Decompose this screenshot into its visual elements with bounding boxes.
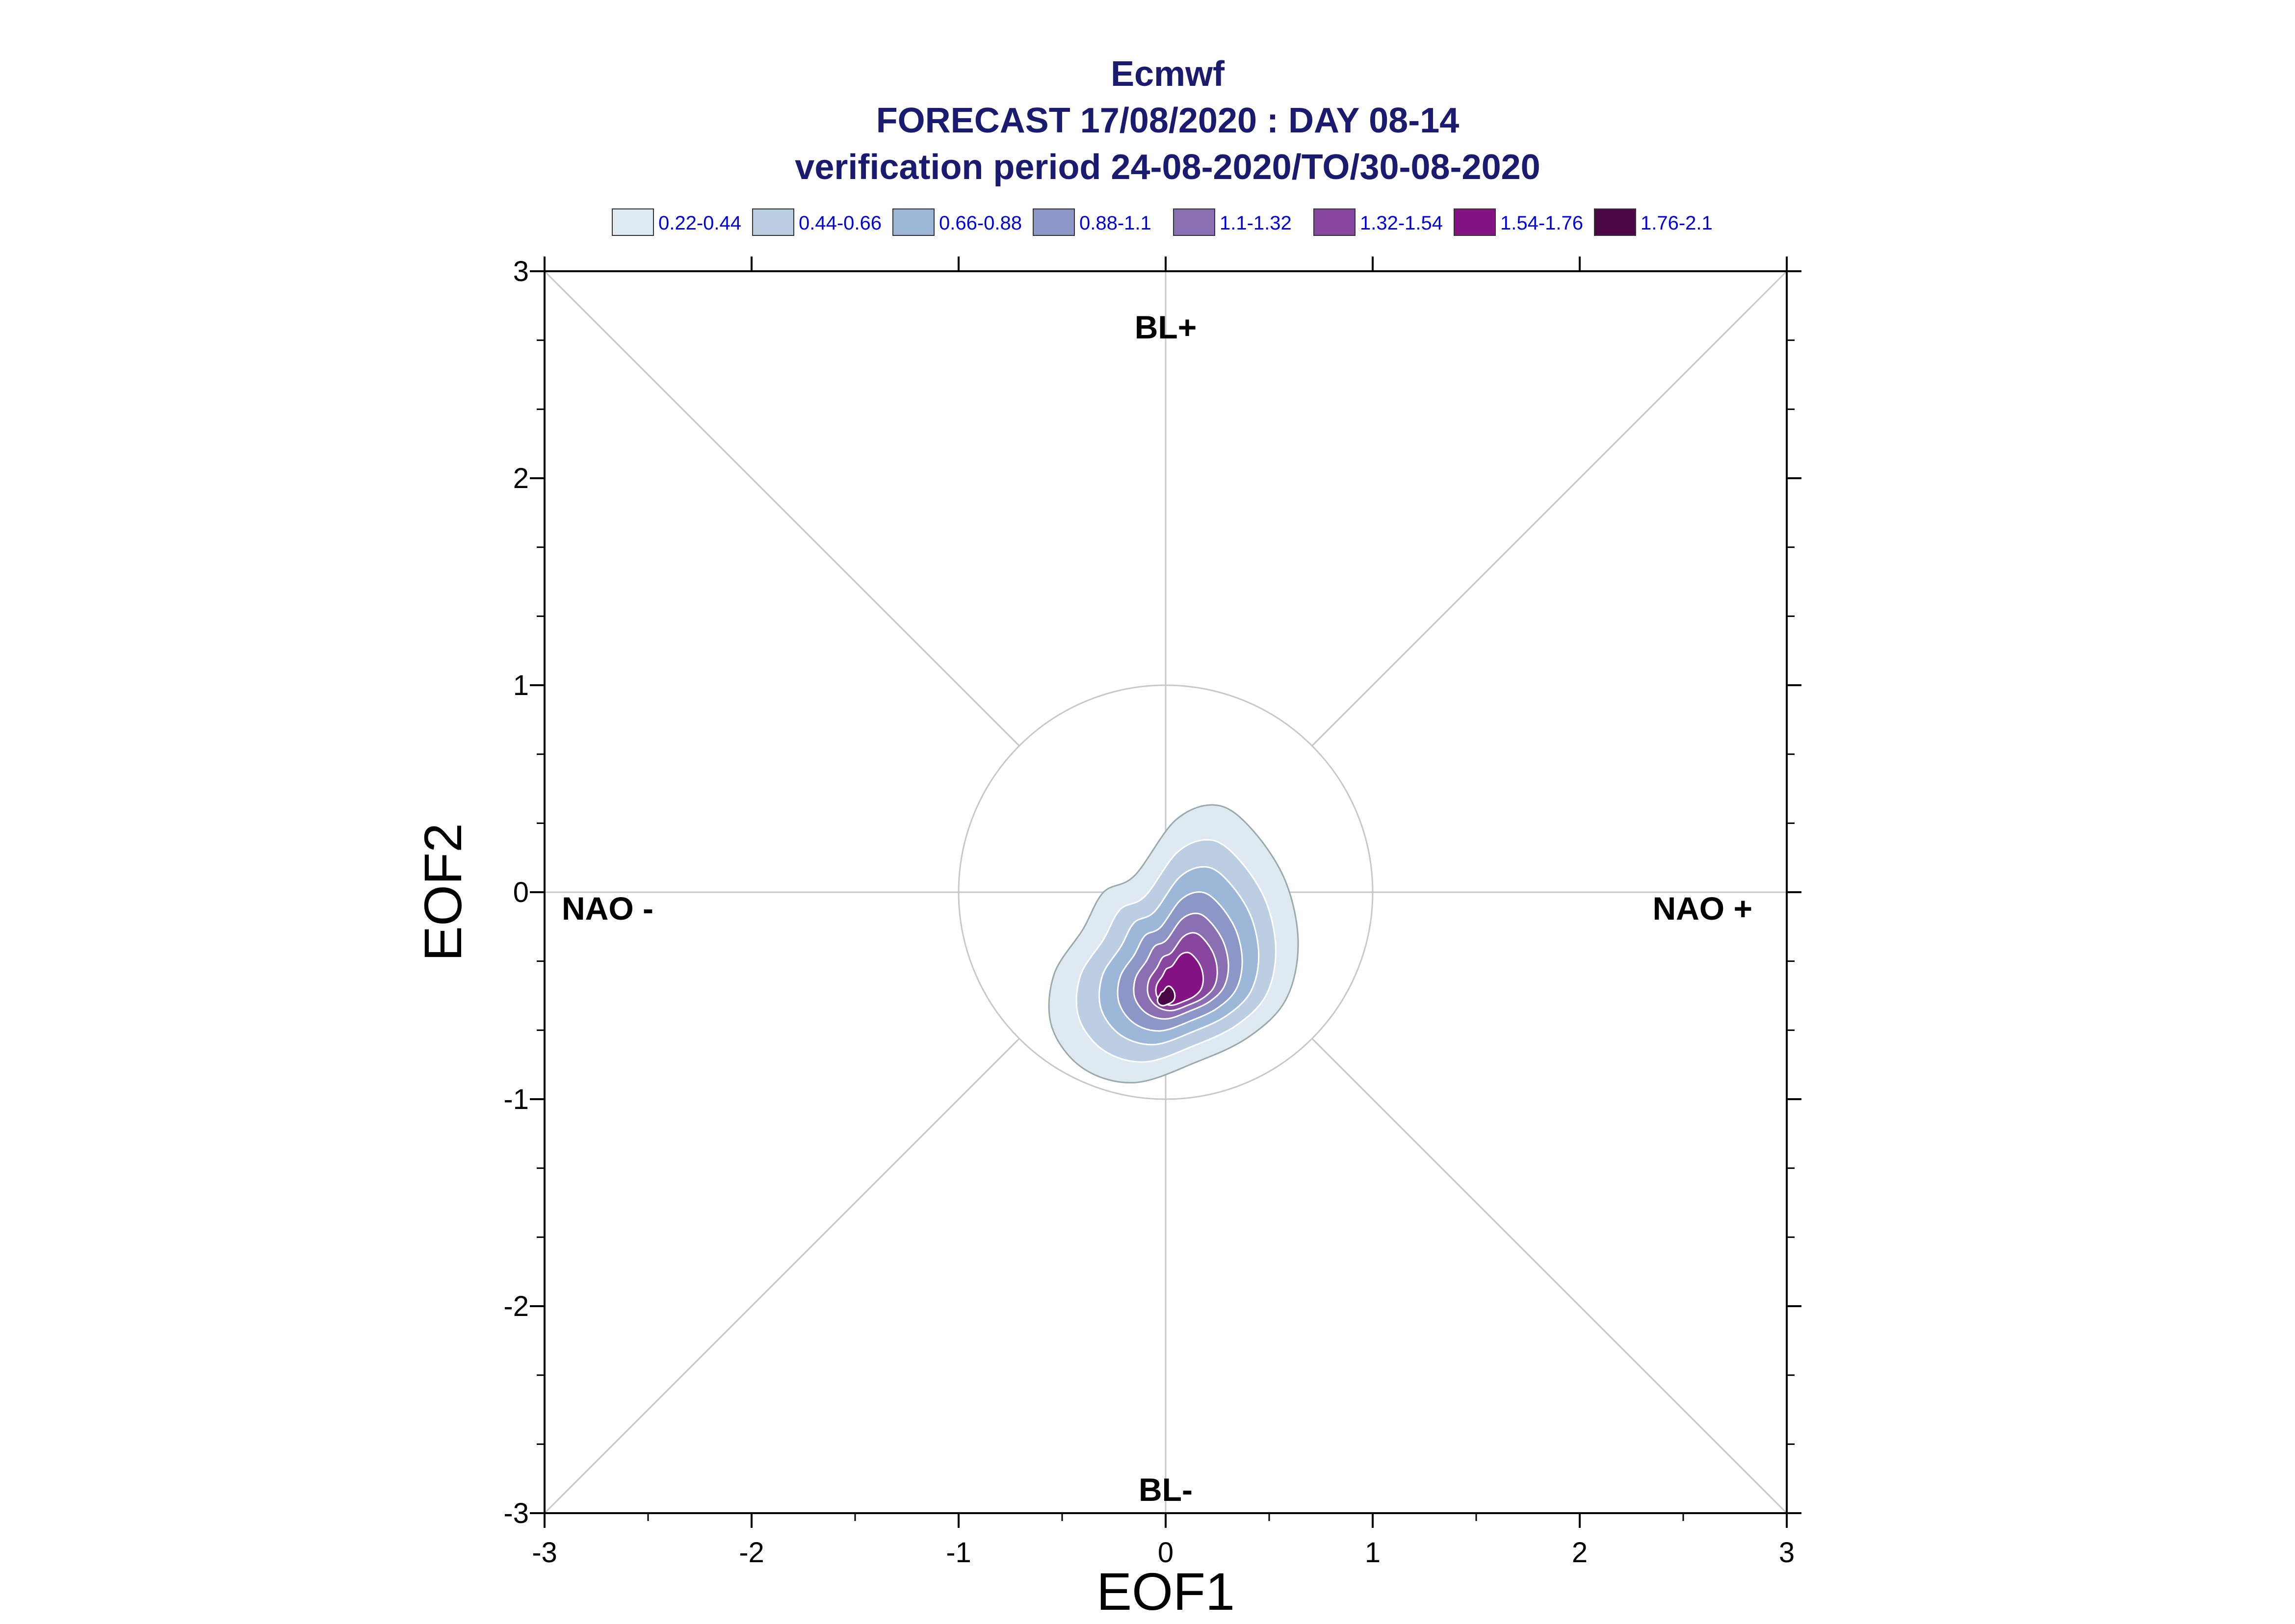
title-line-1: Ecmwf (1111, 54, 1225, 94)
legend-swatch (612, 208, 654, 236)
legend-label: 0.88-1.1 (1079, 212, 1151, 234)
diagonal-line (544, 270, 1020, 747)
regime-label-bl-plus: BL+ (1135, 309, 1197, 345)
legend-label: 1.54-1.76 (1500, 212, 1583, 234)
title-line-3: verification period 24-08-2020/TO/30-08-… (795, 148, 1540, 187)
diagonal-line (544, 1038, 1020, 1514)
regime-label-nao-plus: NAO + (1652, 890, 1752, 927)
diagonal-line (1311, 1038, 1788, 1514)
x-axis-label: EOF1 (1096, 1562, 1235, 1621)
contour-level (1156, 985, 1176, 1006)
y-tick-label: 1 (513, 670, 529, 701)
reference-circle (958, 684, 1374, 1100)
legend-swatch (892, 208, 935, 236)
x-tick-label: 0 (1158, 1537, 1174, 1569)
diagonal-line (1311, 270, 1788, 747)
chart-title: Ecmwf FORECAST 17/08/2020 : DAY 08-14 ve… (795, 54, 1540, 187)
legend-label: 0.22-0.44 (658, 212, 741, 234)
title-line-2: FORECAST 17/08/2020 : DAY 08-14 (876, 101, 1460, 140)
legend-swatch (1313, 208, 1356, 236)
y-tick-label: 0 (513, 876, 529, 908)
legend-label: 0.66-0.88 (939, 212, 1022, 234)
plot-area: -3 -2 -1 0 1 2 3 3 2 1 0 -1 -2 -3 (503, 256, 1801, 1569)
legend-label: 1.1-1.32 (1220, 212, 1292, 234)
guide-lines (544, 270, 1788, 1514)
y-tick-label: 3 (513, 256, 529, 287)
x-tick-label: 3 (1779, 1537, 1795, 1569)
legend-swatch (752, 208, 794, 236)
regime-label-bl-minus: BL- (1139, 1471, 1193, 1508)
legend-label: 1.76-2.1 (1641, 212, 1713, 234)
y-tick-label: -2 (503, 1290, 529, 1322)
density-contours (1048, 804, 1299, 1083)
x-tick-label: -1 (946, 1537, 971, 1569)
legend-swatch (1594, 208, 1636, 236)
y-tick-label: -1 (503, 1083, 529, 1115)
legend-swatch (1173, 208, 1215, 236)
legend-swatch (1033, 208, 1075, 236)
x-tick-label: 1 (1365, 1537, 1381, 1569)
x-tick-label: -3 (532, 1537, 557, 1569)
legend-swatch (1454, 208, 1496, 236)
legend-label: 0.44-0.66 (799, 212, 882, 234)
regime-label-nao-minus: NAO - (562, 890, 653, 927)
axis-ticks: -3 -2 -1 0 1 2 3 3 2 1 0 -1 -2 -3 (503, 256, 1801, 1569)
x-tick-label: -2 (739, 1537, 764, 1569)
legend: 0.22-0.44 0.44-0.66 0.66-0.88 0.88-1.1 1.1-1… (612, 208, 1713, 236)
y-axis-label: EOF2 (413, 823, 472, 961)
x-tick-label: 2 (1572, 1537, 1588, 1569)
y-tick-label: 2 (513, 463, 529, 494)
legend-label: 1.32-1.54 (1360, 212, 1443, 234)
y-tick-label: -3 (503, 1497, 529, 1529)
